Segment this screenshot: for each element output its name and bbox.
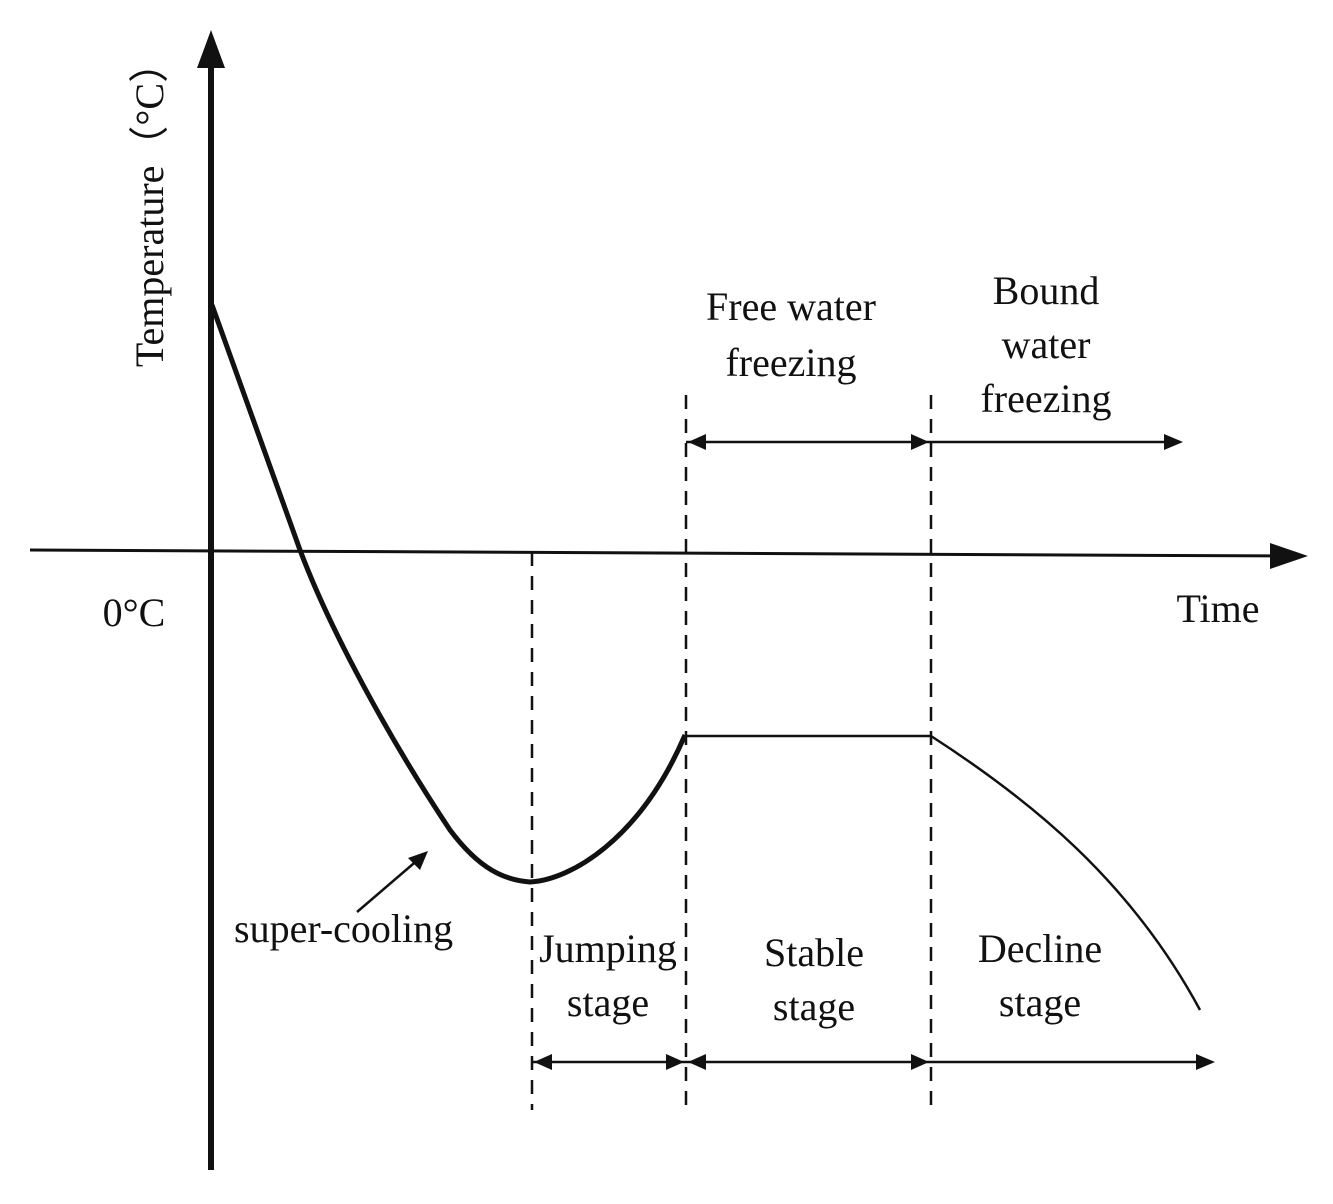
free-water-label-line2: freezing [725, 340, 857, 385]
bound-water-label-line2: water [1001, 322, 1091, 367]
arrow-free-water-left-head [688, 434, 706, 450]
bound-water-label-line1: Bound [992, 268, 1100, 313]
arrow-stable-left-head [688, 1054, 706, 1070]
x-axis [29, 548, 1286, 558]
supercooling-label: super-cooling [234, 906, 454, 951]
curve-cooling-jump [209, 304, 688, 885]
arrow-decline-right-head [1196, 1054, 1215, 1070]
zero-degree-label: 0°C [102, 590, 166, 635]
jumping-stage-line1: Jumping [539, 926, 677, 971]
curve-decline [930, 734, 1202, 1011]
arrow-jumping-left-head [534, 1054, 552, 1070]
stable-stage-line2: stage [772, 984, 856, 1029]
arrow-bound-water-right-head [1164, 434, 1183, 450]
decline-stage-line2: stage [998, 980, 1082, 1025]
supercooling-pointer-arrow [356, 857, 421, 913]
supercooling-pointer-arrowhead [408, 851, 428, 870]
free-water-label-line1: Free water [706, 284, 876, 329]
arrow-free-water-right-head [911, 434, 929, 450]
jumping-stage-line2: stage [566, 980, 650, 1025]
bound-water-label-line3: freezing [980, 376, 1112, 421]
x-axis-arrowhead [1270, 543, 1308, 569]
y-axis-arrowhead [197, 30, 225, 68]
y-axis-label: Temperature（°C） [127, 42, 172, 368]
x-axis-label: Time [1176, 586, 1260, 631]
decline-stage-line1: Decline [977, 926, 1103, 971]
arrow-stable-right-head [911, 1054, 929, 1070]
arrow-jumping-right-head [666, 1054, 684, 1070]
stable-stage-line1: Stable [764, 930, 864, 975]
